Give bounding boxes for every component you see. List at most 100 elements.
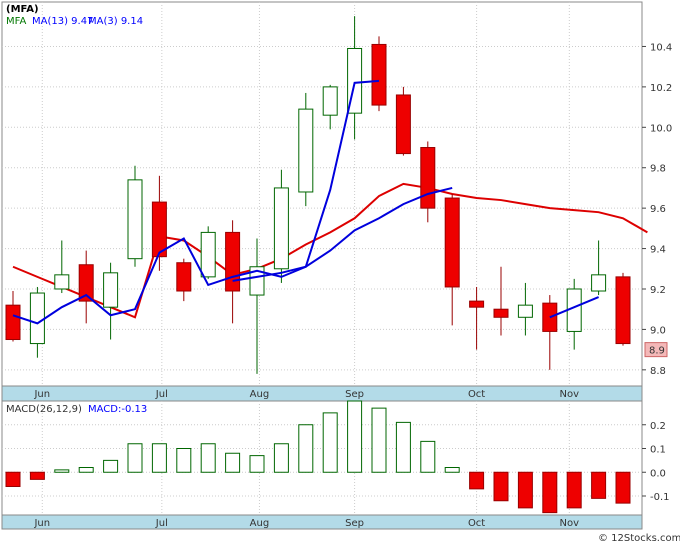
price-month-labels: Jun Jul Aug Sep Oct Nov [33,389,579,400]
candles [5,16,631,374]
macd-bar-positive [298,424,314,473]
last-price-label: 8.9 [649,346,665,357]
macd-bar-positive [420,440,436,473]
macd-month-label: Aug [250,518,270,529]
macd-tick-label: 0.1 [650,445,666,456]
price-tick-label: 9.0 [650,325,666,336]
macd-month-labels: Jun Jul Aug Sep Oct Nov [33,518,579,529]
ma3-line [12,79,599,325]
macd-bar-positive [200,443,216,473]
macd-month-label: Nov [560,518,580,529]
last-price-badge [644,342,668,358]
candle-down [420,147,436,209]
candle-up [322,86,338,116]
macd-month-label: Oct [468,518,485,529]
legend-mfa: MFA [6,16,26,27]
price-tick-label: 10.0 [650,123,672,134]
candle-down [493,308,509,318]
month-label: Aug [250,389,270,400]
candle-down [225,231,241,292]
macd-bars [5,400,631,514]
candle-down [371,43,387,106]
price-tick-label: 9.8 [650,164,666,175]
candle-up [54,274,70,290]
month-label: Nov [560,389,580,400]
copyright: © 12Stocks.com [598,533,680,544]
macd-title: MACD(26,12,9) [6,404,82,415]
macd-bar-negative [566,471,582,509]
ma3-segment [549,296,599,319]
legend-ma13: MA(13) 9.47 [32,16,93,27]
price-tick-label: 9.2 [650,285,666,296]
candle-up [200,231,216,278]
macd-tick-label: -0.1 [650,492,670,503]
macd-bar-negative [493,471,509,502]
macd-bar-positive [371,407,387,473]
candle-up [29,292,45,345]
macd-bar-positive [127,443,143,473]
candle-down [615,276,631,345]
legend-ma3: MA(3) 9.14 [88,16,143,27]
macd-bar-positive [78,467,94,473]
ma3-segment [12,79,380,325]
candle-down [444,197,460,288]
macd-tick-label: 0.0 [650,468,666,479]
macd-bar-positive [249,455,265,473]
macd-bar-negative [5,471,21,487]
macd-bar-positive [273,443,289,473]
macd-month-label: Jun [33,518,50,529]
macd-panel [1,400,643,516]
candle-down [176,262,192,292]
candle-up [298,108,314,193]
macd-bar-negative [591,471,607,499]
ma3-segment [232,186,453,282]
macd-bar-positive [225,452,241,473]
candle-down [78,264,94,302]
macd-bar-negative [542,471,558,514]
ma13-line [12,182,648,319]
macd-bar-positive [347,400,363,473]
candle-up [249,266,265,296]
ticker-label: (MFA) [6,4,39,15]
macd-bar-negative [615,471,631,504]
price-tick-label: 10.2 [650,83,672,94]
candle-up [127,179,143,260]
candle-up [103,272,119,308]
month-label: Oct [468,389,485,400]
macd-bar-positive [395,421,411,473]
month-label: Sep [345,389,364,400]
macd-bar-negative [469,471,485,490]
candle-up [273,187,289,270]
candle-up [591,274,607,292]
macd-month-label: Jul [155,518,168,529]
macd-bar-negative [517,471,533,509]
macd-x-axis-band [1,514,643,530]
macd-value: MACD:-0.13 [88,404,147,415]
macd-bar-positive [444,467,460,473]
month-label: Jun [33,389,50,400]
candle-down [469,300,485,308]
candle-up [517,304,533,318]
macd-bar-positive [54,469,70,473]
price-y-axis: 8.8 9.0 9.2 9.4 9.6 9.8 10.0 10.2 10.4 [642,42,672,377]
price-x-axis-band [1,385,643,402]
macd-bar-positive [176,448,192,473]
macd-bar-negative [29,471,45,480]
candle-down [395,94,411,155]
price-tick-label: 9.4 [650,245,666,256]
candle-down [5,304,21,341]
macd-tick-label: 0.2 [650,421,666,432]
ma13-segment [12,182,648,319]
macd-bar-positive [103,459,119,473]
macd-bar-positive [322,412,338,473]
price-tick-label: 10.4 [650,42,672,53]
macd-bar-positive [151,443,167,473]
price-tick-label: 8.8 [650,366,666,377]
month-label: Jul [155,389,168,400]
price-panel [1,1,643,387]
price-tick-label: 9.6 [650,204,666,215]
macd-y-axis: -0.1 0.0 0.1 0.2 [642,421,670,503]
macd-month-label: Sep [345,518,364,529]
candle-down [151,201,167,258]
